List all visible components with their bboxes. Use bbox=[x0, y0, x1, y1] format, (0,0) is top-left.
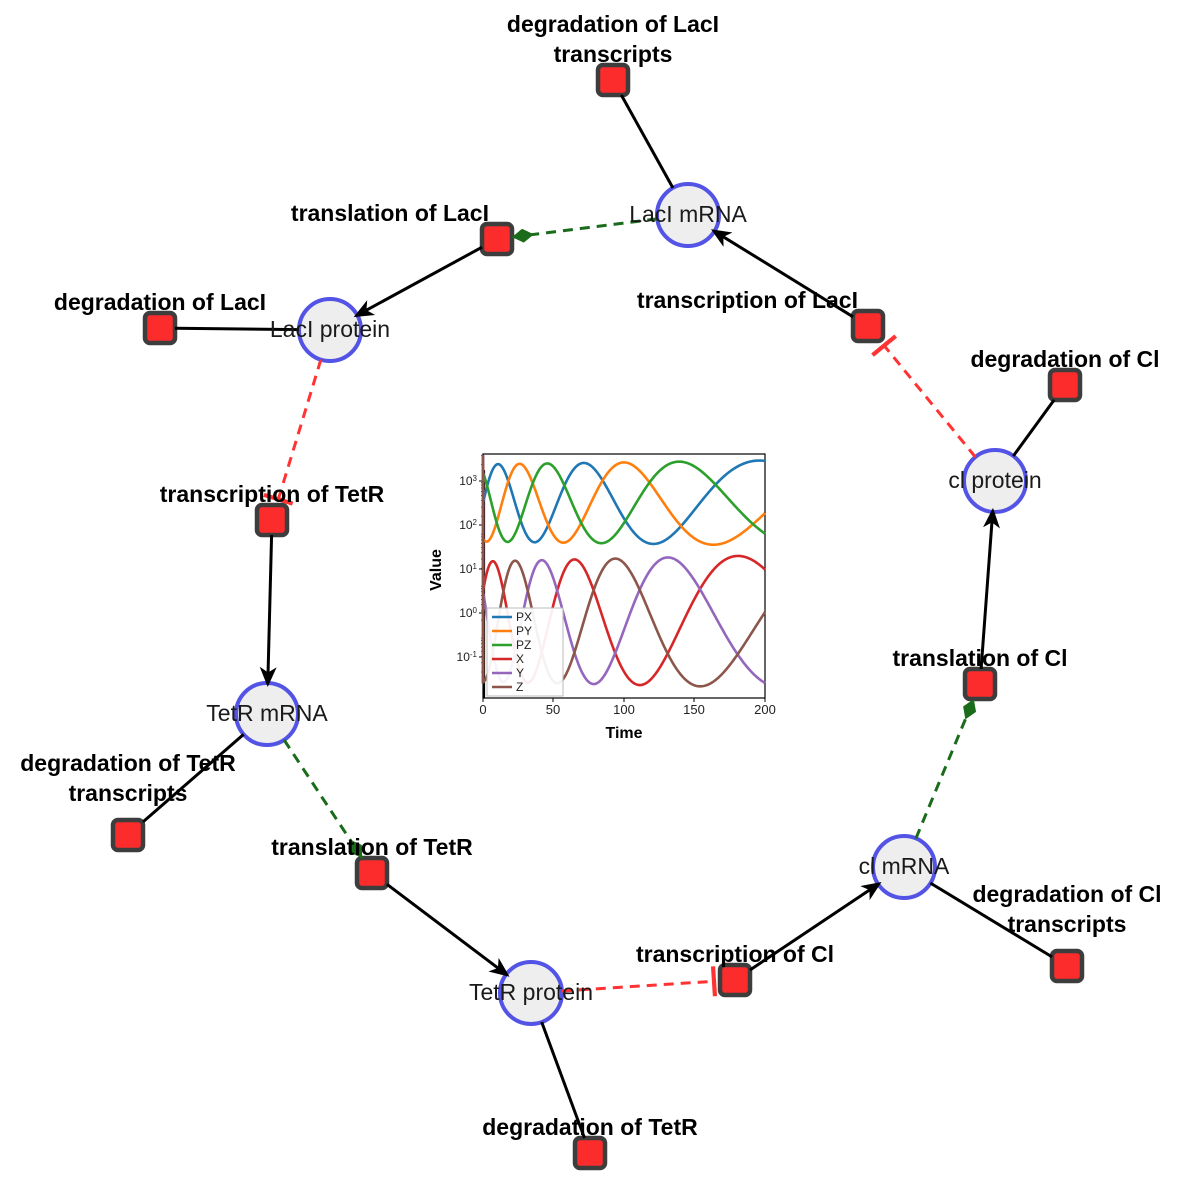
svg-text:degradation of LacI: degradation of LacI bbox=[507, 11, 719, 37]
svg-text:TetR mRNA: TetR mRNA bbox=[206, 700, 328, 726]
svg-text:0: 0 bbox=[479, 702, 486, 717]
svg-text:PZ: PZ bbox=[516, 638, 531, 652]
svg-text:degradation of Cl: degradation of Cl bbox=[972, 881, 1161, 907]
svg-text:transcripts: transcripts bbox=[554, 41, 673, 67]
svg-text:50: 50 bbox=[546, 702, 560, 717]
svg-text:cl mRNA: cl mRNA bbox=[859, 853, 950, 879]
svg-text:transcripts: transcripts bbox=[1008, 911, 1127, 937]
svg-text:200: 200 bbox=[754, 702, 776, 717]
svg-text:translation of Cl: translation of Cl bbox=[892, 645, 1067, 671]
svg-text:transcription of Cl: transcription of Cl bbox=[636, 941, 834, 967]
svg-text:Z: Z bbox=[516, 680, 523, 694]
svg-text:transcripts: transcripts bbox=[69, 780, 188, 806]
svg-text:PY: PY bbox=[516, 624, 532, 638]
svg-text:Value: Value bbox=[428, 549, 445, 591]
svg-text:X: X bbox=[516, 652, 524, 666]
svg-text:LacI protein: LacI protein bbox=[270, 316, 390, 342]
svg-text:Time: Time bbox=[605, 725, 642, 742]
svg-text:Y: Y bbox=[516, 666, 524, 680]
svg-text:translation of TetR: translation of TetR bbox=[271, 834, 473, 860]
svg-text:TetR protein: TetR protein bbox=[469, 979, 593, 1005]
svg-text:100: 100 bbox=[613, 702, 635, 717]
svg-text:transcription of TetR: transcription of TetR bbox=[160, 481, 385, 507]
svg-text:cl protein: cl protein bbox=[948, 467, 1041, 493]
svg-text:150: 150 bbox=[683, 702, 705, 717]
svg-text:degradation of LacI: degradation of LacI bbox=[54, 289, 266, 315]
svg-text:transcription of LacI: transcription of LacI bbox=[637, 287, 858, 313]
svg-text:PX: PX bbox=[516, 610, 532, 624]
svg-text:degradation of TetR: degradation of TetR bbox=[482, 1114, 698, 1140]
svg-text:degradation of TetR: degradation of TetR bbox=[20, 750, 236, 776]
svg-text:translation of LacI: translation of LacI bbox=[291, 200, 489, 226]
svg-text:LacI mRNA: LacI mRNA bbox=[629, 201, 747, 227]
svg-text:degradation of Cl: degradation of Cl bbox=[970, 346, 1159, 372]
